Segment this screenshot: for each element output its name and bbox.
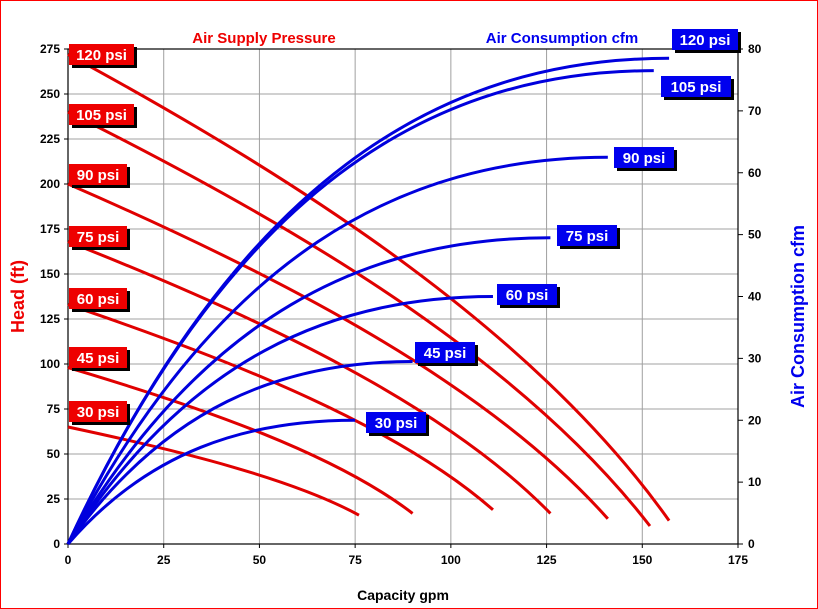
- head-series-label-text: 60 psi: [77, 291, 120, 308]
- air-series-label-text: 60 psi: [506, 287, 549, 304]
- air-curve-line: [66, 69, 654, 545]
- air-series-label-text: 75 psi: [566, 228, 609, 245]
- head-series-label-text: 120 psi: [76, 47, 127, 64]
- head-series-label-text: 90 psi: [77, 167, 120, 184]
- x-tick-label: 150: [632, 553, 652, 567]
- head-series-label-box: [69, 288, 127, 309]
- x-tick-label: 0: [65, 553, 72, 567]
- air-series-label-box: [672, 29, 738, 50]
- y2-tick-label: 50: [748, 228, 762, 242]
- head-curve-line: [67, 303, 494, 511]
- air-series-label-box: [497, 284, 557, 305]
- y-tick-label: 0: [53, 537, 60, 551]
- air-series-label-box: [557, 225, 617, 246]
- x-tick-label: 25: [157, 553, 171, 567]
- x-tick-label: 125: [537, 553, 557, 567]
- x-tick-label: 50: [253, 553, 267, 567]
- air-curve-line: [66, 359, 413, 545]
- head-series-label-box: [69, 164, 127, 185]
- y2-tick-label: 40: [748, 290, 762, 304]
- air-series-label-box: [415, 342, 475, 363]
- head-series-label-box: [69, 401, 127, 422]
- head-series-label-box: [69, 226, 127, 247]
- y-axis-title: Head (ft): [8, 260, 28, 333]
- head-series-label-text: 45 psi: [77, 350, 120, 367]
- air-series-label-text: 30 psi: [375, 415, 418, 432]
- air-series-label-box: [661, 76, 731, 97]
- air-curve-line: [66, 295, 493, 545]
- air-series-label-box: [366, 412, 426, 433]
- head-curve-line: [67, 425, 360, 517]
- head-curve-line: [67, 110, 652, 527]
- y2-tick-label: 20: [748, 413, 762, 427]
- head-curve-line: [67, 366, 414, 515]
- head-curve-line: [67, 53, 671, 522]
- x-axis-title: Capacity gpm: [357, 587, 449, 603]
- air-series-label-text: 45 psi: [424, 345, 467, 362]
- air-series-label-text: 105 psi: [671, 79, 722, 96]
- air-curve-line: [66, 236, 551, 545]
- y2-tick-label: 10: [748, 475, 762, 489]
- head-curve-line: [67, 182, 609, 520]
- y2-axis-title: Air Consumption cfm: [788, 225, 808, 408]
- y-tick-label: 275: [40, 42, 60, 56]
- x-tick-label: 175: [728, 553, 748, 567]
- y-tick-label: 225: [40, 132, 60, 146]
- head-series-label-text: 105 psi: [76, 107, 127, 124]
- y-tick-label: 25: [47, 492, 61, 506]
- y-tick-label: 100: [40, 357, 60, 371]
- air-curve-line: [66, 155, 608, 545]
- air-series-label-text: 120 psi: [680, 32, 731, 49]
- y-tick-label: 75: [47, 402, 61, 416]
- x-tick-label: 100: [441, 553, 461, 567]
- air-series-label-text: 90 psi: [623, 150, 666, 167]
- legend-head-title: Air Supply Pressure: [192, 30, 335, 47]
- y2-tick-label: 0: [748, 537, 755, 551]
- air-series-label-box: [614, 147, 674, 168]
- x-tick-label: 75: [348, 553, 362, 567]
- head-series-label-box: [69, 347, 127, 368]
- y-tick-label: 200: [40, 177, 60, 191]
- plot-area: [68, 49, 738, 544]
- y2-tick-label: 30: [748, 351, 762, 365]
- head-series-label-text: 30 psi: [77, 404, 120, 421]
- y2-tick-label: 60: [748, 166, 762, 180]
- head-series-label-text: 75 psi: [77, 229, 120, 246]
- legend-air-title: Air Consumption cfm: [486, 30, 639, 47]
- head-series-label-box: [69, 44, 134, 65]
- y-tick-label: 175: [40, 222, 60, 236]
- y-tick-label: 250: [40, 87, 60, 101]
- y-tick-label: 125: [40, 312, 60, 326]
- air-curve-line: [66, 418, 356, 545]
- y-tick-label: 50: [47, 447, 61, 461]
- y-tick-label: 150: [40, 267, 60, 281]
- y2-tick-label: 80: [748, 42, 762, 56]
- y2-tick-label: 70: [748, 104, 762, 118]
- head-series-label-box: [69, 104, 134, 125]
